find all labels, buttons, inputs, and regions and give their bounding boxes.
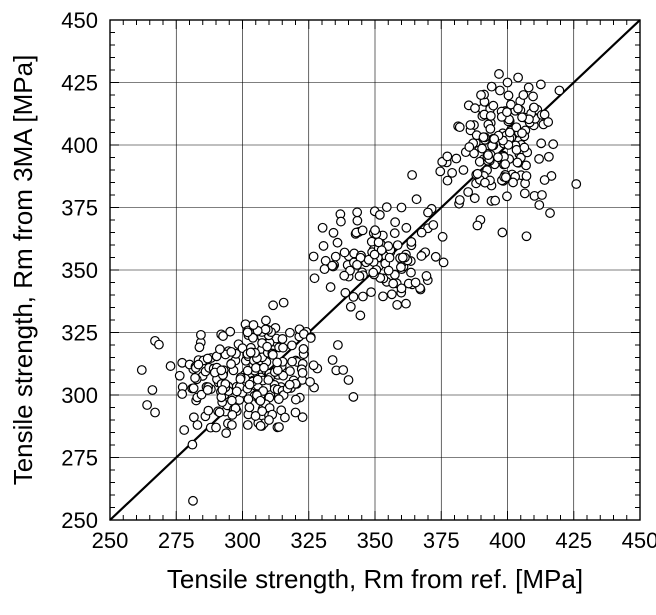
x-tick-label: 275 — [158, 528, 195, 553]
x-tick-label: 450 — [622, 528, 656, 553]
y-tick-label: 325 — [61, 321, 98, 346]
y-axis-label: Tensile strength, Rm from 3MA [MPa] — [8, 55, 38, 486]
x-axis-label: Tensile strength, Rm from ref. [MPa] — [167, 564, 583, 594]
x-tick-label: 350 — [357, 528, 394, 553]
y-tick-label: 400 — [61, 133, 98, 158]
y-tick-label: 350 — [61, 258, 98, 283]
x-tick-label: 400 — [489, 528, 526, 553]
y-tick-label: 450 — [61, 8, 98, 33]
y-tick-label: 300 — [61, 383, 98, 408]
y-tick-label: 375 — [61, 196, 98, 221]
x-tick-label: 300 — [224, 528, 261, 553]
scatter-chart: 2502753003253503754004254502502753003253… — [0, 0, 656, 615]
x-tick-label: 325 — [290, 528, 327, 553]
chart-svg: 2502753003253503754004254502502753003253… — [0, 0, 656, 615]
y-tick-label: 275 — [61, 446, 98, 471]
y-tick-label: 250 — [61, 508, 98, 533]
x-tick-label: 425 — [555, 528, 592, 553]
y-tick-label: 425 — [61, 71, 98, 96]
x-tick-label: 375 — [423, 528, 460, 553]
